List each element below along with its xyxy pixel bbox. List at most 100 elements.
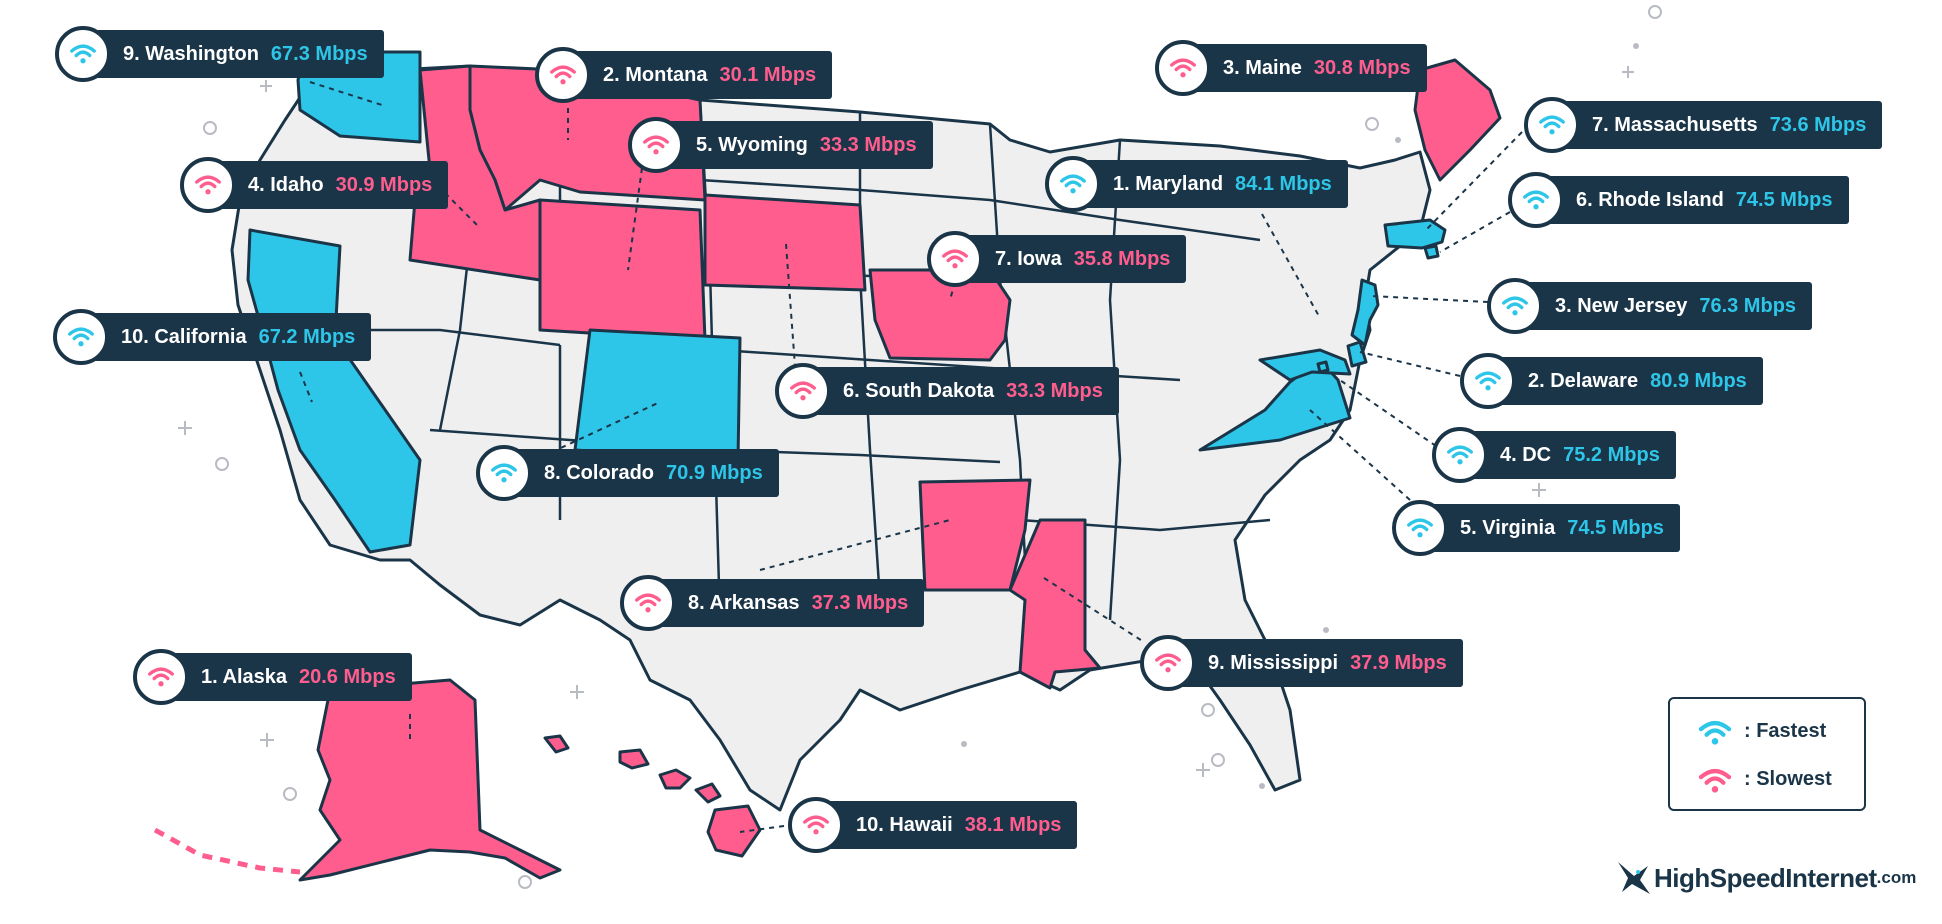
wifi-icon	[1460, 353, 1516, 409]
wifi-icon	[1140, 635, 1196, 691]
wifi-icon	[1698, 720, 1732, 745]
state-speed: 33.3 Mbps	[1006, 379, 1103, 402]
state-name: 5. Virginia	[1460, 516, 1556, 539]
state-massachusetts	[1383, 218, 1447, 250]
state-delaware	[1346, 340, 1368, 368]
callout-massachusetts: 7. Massachusetts 73.6 Mbps	[1524, 97, 1883, 153]
wifi-icon	[775, 363, 831, 419]
callout-colorado: 8. Colorado 70.9 Mbps	[476, 445, 779, 501]
state-mississippi	[1008, 518, 1102, 690]
state-name: 10. California	[121, 325, 247, 348]
callout-delaware: 2. Delaware 80.9 Mbps	[1460, 353, 1763, 409]
state-name: 7. Massachusetts	[1592, 113, 1758, 136]
state-speed: 38.1 Mbps	[964, 813, 1062, 836]
wifi-icon	[180, 157, 236, 213]
state-name: 8. Arkansas	[688, 591, 800, 614]
state-speed: 73.6 Mbps	[1769, 113, 1867, 136]
wifi-icon	[1155, 40, 1211, 96]
state-name: 6. South Dakota	[843, 379, 995, 402]
callout-virginia: 5. Virginia 74.5 Mbps	[1392, 500, 1680, 556]
state-hawaii	[543, 734, 762, 858]
state-speed: 33.3 Mbps	[819, 133, 917, 156]
callout-idaho: 4. Idaho 30.9 Mbps	[180, 157, 449, 213]
state-name: 7. Iowa	[995, 247, 1062, 270]
state-name: 8. Colorado	[544, 461, 655, 484]
district-dc	[1316, 360, 1330, 374]
state-speed: 30.1 Mbps	[719, 63, 817, 86]
state-speed: 84.1 Mbps	[1235, 172, 1332, 195]
state-speed: 75.2 Mbps	[1563, 443, 1660, 466]
wifi-icon	[1432, 427, 1488, 483]
wifi-icon	[927, 231, 983, 287]
wifi-icon	[476, 445, 532, 501]
wifi-icon	[535, 47, 591, 103]
callout-new-jersey: 3. New Jersey 76.3 Mbps	[1487, 278, 1813, 334]
state-speed: 35.8 Mbps	[1073, 247, 1171, 270]
logo-text: HighSpeedInternet	[1654, 862, 1877, 893]
wifi-icon	[133, 649, 189, 705]
state-maine	[1413, 58, 1502, 182]
state-name: 3. Maine	[1223, 56, 1302, 79]
state-speed: 70.9 Mbps	[666, 461, 763, 484]
state-speed: 74.5 Mbps	[1735, 188, 1833, 211]
callout-california: 10. California 67.2 Mbps	[53, 309, 372, 365]
wifi-icon	[53, 309, 109, 365]
state-name: 1. Maryland	[1113, 172, 1224, 195]
callout-montana: 2. Montana 30.1 Mbps	[535, 47, 833, 103]
wifi-icon	[1524, 97, 1580, 153]
callout-hawaii: 10. Hawaii 38.1 Mbps	[788, 797, 1078, 853]
state-name: 4. Idaho	[248, 173, 324, 196]
callout-wyoming: 5. Wyoming 33.3 Mbps	[628, 117, 933, 173]
state-speed: 74.5 Mbps	[1567, 516, 1664, 539]
state-speed: 37.3 Mbps	[811, 591, 909, 614]
state-name: 9. Mississippi	[1208, 651, 1339, 674]
callout-alaska: 1. Alaska 20.6 Mbps	[133, 649, 412, 705]
legend: : Fastest : Slowest	[1668, 697, 1866, 811]
state-new-jersey	[1350, 278, 1380, 347]
leader-lines	[299, 81, 1523, 833]
state-speed: 30.9 Mbps	[335, 173, 433, 196]
callout-iowa: 7. Iowa 35.8 Mbps	[927, 231, 1187, 287]
wifi-icon	[620, 575, 676, 631]
alaska-aleutians	[153, 827, 301, 875]
wifi-icon	[1508, 172, 1564, 228]
callout-dc: 4. DC 75.2 Mbps	[1432, 427, 1676, 483]
state-name: 2. Delaware	[1528, 369, 1639, 392]
state-name: 2. Montana	[603, 63, 708, 86]
wifi-icon	[55, 26, 111, 82]
brand-logo: HighSpeedInternet .com	[1614, 858, 1916, 898]
state-maryland	[1258, 348, 1352, 382]
wifi-icon	[1045, 156, 1101, 212]
wifi-icon	[628, 117, 684, 173]
state-wyoming	[538, 198, 707, 342]
legend-fastest-label: : Fastest	[1744, 719, 1827, 742]
callout-maryland: 1. Maryland 84.1 Mbps	[1045, 156, 1348, 212]
state-rhode-island	[1423, 244, 1440, 260]
state-speed: 30.8 Mbps	[1313, 56, 1411, 79]
state-name: 1. Alaska	[201, 665, 287, 688]
callout-maine: 3. Maine 30.8 Mbps	[1155, 40, 1427, 96]
wifi-icon	[1698, 768, 1732, 793]
state-south-dakota	[703, 193, 867, 292]
state-speed: 67.2 Mbps	[258, 325, 356, 348]
state-name: 5. Wyoming	[696, 133, 808, 156]
state-speed: 20.6 Mbps	[299, 665, 396, 688]
state-speed: 67.3 Mbps	[270, 42, 368, 65]
state-name: 9. Washington	[123, 42, 259, 65]
legend-slowest-label: : Slowest	[1744, 767, 1832, 790]
state-speed: 37.9 Mbps	[1350, 651, 1447, 674]
callout-south-dakota: 6. South Dakota 33.3 Mbps	[775, 363, 1119, 419]
hummingbird-icon	[1618, 862, 1650, 894]
state-colorado	[573, 328, 742, 462]
state-name: 4. DC	[1500, 443, 1552, 466]
wifi-icon	[1392, 500, 1448, 556]
state-name: 3. New Jersey	[1555, 294, 1688, 317]
state-speed: 80.9 Mbps	[1650, 369, 1747, 392]
state-name: 10. Hawaii	[856, 813, 953, 836]
state-speed: 76.3 Mbps	[1699, 294, 1797, 317]
decorative-dots	[961, 43, 1639, 789]
state-alaska	[298, 678, 562, 882]
state-arkansas	[918, 478, 1032, 592]
legend-slowest: : Slowest	[1670, 755, 1864, 803]
wifi-icon	[1487, 278, 1543, 334]
